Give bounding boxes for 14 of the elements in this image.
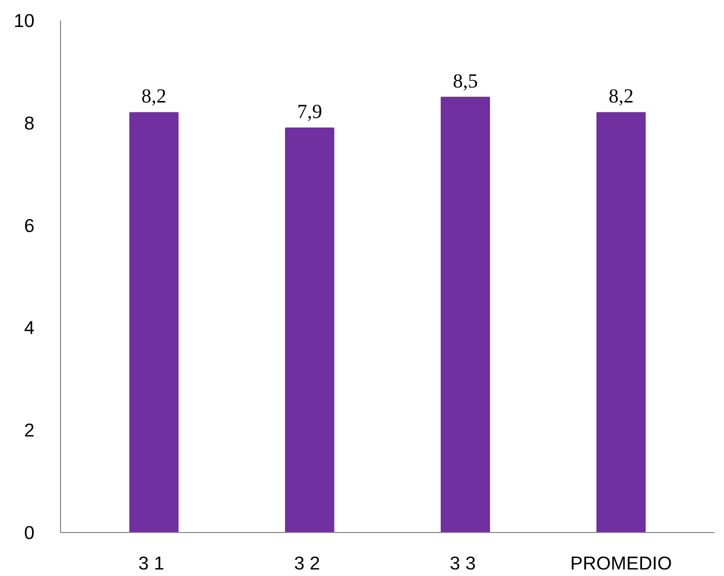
y-tick-label: 4 — [24, 317, 35, 338]
data-label: 8,2 — [141, 86, 166, 108]
y-tick-label: 6 — [24, 214, 35, 236]
x-tick-label: 3 3 — [450, 552, 476, 574]
y-tick-label: 2 — [24, 420, 35, 441]
data-label: 8,2 — [608, 86, 634, 108]
y-tick-label: 10 — [14, 10, 35, 31]
y-tick-label: 8 — [24, 112, 35, 134]
x-tick-label: PROMEDIO — [570, 552, 672, 574]
x-tick-label: 3 1 — [138, 552, 164, 574]
data-label: 8,5 — [452, 70, 478, 92]
x-tick-label: 3 2 — [294, 552, 320, 574]
data-label: 7,9 — [297, 101, 322, 124]
y-tick-label: 0 — [24, 522, 35, 543]
